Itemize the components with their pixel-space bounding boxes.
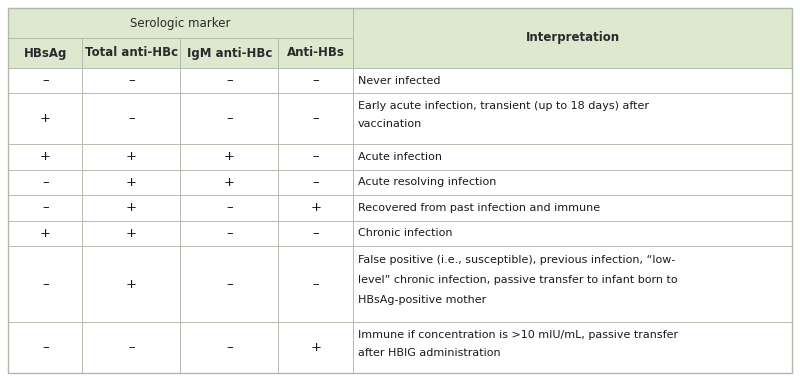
Bar — [181, 144, 278, 170]
Text: +: + — [126, 277, 137, 291]
Text: Early acute infection, transient (up to 18 days) after: Early acute infection, transient (up to … — [358, 101, 649, 111]
Text: +: + — [310, 201, 322, 214]
Bar — [82, 221, 181, 246]
Bar — [278, 38, 353, 68]
Bar — [278, 246, 353, 322]
Bar — [278, 195, 353, 221]
Text: –: – — [226, 227, 233, 240]
Bar — [353, 221, 792, 246]
Bar — [82, 246, 181, 322]
Bar — [82, 322, 181, 373]
Bar — [8, 68, 82, 93]
Bar — [181, 38, 278, 68]
Text: –: – — [128, 341, 134, 354]
Bar — [8, 38, 82, 68]
Text: –: – — [42, 277, 49, 291]
Bar — [353, 170, 792, 195]
Text: –: – — [42, 74, 49, 87]
Bar — [82, 38, 181, 68]
Text: –: – — [128, 112, 134, 125]
Bar — [8, 93, 82, 144]
Text: Immune if concentration is >10 mIU/mL, passive transfer: Immune if concentration is >10 mIU/mL, p… — [358, 330, 678, 340]
Bar — [353, 144, 792, 170]
Text: +: + — [224, 176, 235, 189]
Bar — [8, 8, 353, 38]
Text: IgM anti-HBc: IgM anti-HBc — [186, 46, 272, 59]
Bar — [8, 195, 82, 221]
Text: –: – — [226, 341, 233, 354]
Text: –: – — [226, 201, 233, 214]
Text: –: – — [42, 176, 49, 189]
Bar — [278, 68, 353, 93]
Bar — [181, 221, 278, 246]
Text: +: + — [40, 150, 50, 163]
Text: Recovered from past infection and immune: Recovered from past infection and immune — [358, 203, 600, 213]
Text: +: + — [126, 227, 137, 240]
Text: Acute resolving infection: Acute resolving infection — [358, 178, 496, 187]
Text: –: – — [313, 74, 319, 87]
Bar — [278, 221, 353, 246]
Bar — [8, 170, 82, 195]
Bar — [181, 246, 278, 322]
Bar — [353, 8, 792, 68]
Text: –: – — [313, 277, 319, 291]
Text: False positive (i.e., susceptible), previous infection, “low-: False positive (i.e., susceptible), prev… — [358, 255, 675, 265]
Text: Interpretation: Interpretation — [526, 32, 619, 45]
Text: +: + — [126, 201, 137, 214]
Bar — [82, 195, 181, 221]
Bar — [181, 93, 278, 144]
Text: Never infected: Never infected — [358, 76, 441, 86]
Bar — [8, 144, 82, 170]
Text: +: + — [126, 150, 137, 163]
Bar — [353, 195, 792, 221]
Text: Acute infection: Acute infection — [358, 152, 442, 162]
Bar — [278, 144, 353, 170]
Text: –: – — [226, 112, 233, 125]
Text: –: – — [42, 201, 49, 214]
Text: HBsAg-positive mother: HBsAg-positive mother — [358, 295, 486, 305]
Text: –: – — [313, 227, 319, 240]
Text: –: – — [226, 74, 233, 87]
Bar — [278, 322, 353, 373]
Text: Serologic marker: Serologic marker — [130, 16, 230, 29]
Bar — [181, 170, 278, 195]
Bar — [278, 93, 353, 144]
Bar — [82, 93, 181, 144]
Bar — [82, 144, 181, 170]
Text: Total anti-HBc: Total anti-HBc — [85, 46, 178, 59]
Bar — [353, 322, 792, 373]
Bar — [278, 170, 353, 195]
Bar — [353, 93, 792, 144]
Text: +: + — [126, 176, 137, 189]
Bar — [181, 195, 278, 221]
Text: after HBIG administration: after HBIG administration — [358, 348, 501, 358]
Bar — [181, 68, 278, 93]
Text: Chronic infection: Chronic infection — [358, 228, 453, 238]
Bar — [353, 68, 792, 93]
Text: +: + — [310, 341, 322, 354]
Text: +: + — [224, 150, 235, 163]
Text: –: – — [313, 112, 319, 125]
Text: –: – — [313, 150, 319, 163]
Text: –: – — [128, 74, 134, 87]
Bar — [82, 68, 181, 93]
Text: –: – — [226, 277, 233, 291]
Text: +: + — [40, 227, 50, 240]
Text: –: – — [313, 176, 319, 189]
Text: –: – — [42, 341, 49, 354]
Bar — [8, 322, 82, 373]
Text: +: + — [40, 112, 50, 125]
Bar — [8, 246, 82, 322]
Text: Anti-HBs: Anti-HBs — [286, 46, 345, 59]
Bar — [8, 221, 82, 246]
Text: vaccination: vaccination — [358, 119, 422, 129]
Bar — [181, 322, 278, 373]
Bar — [82, 170, 181, 195]
Text: level” chronic infection, passive transfer to infant born to: level” chronic infection, passive transf… — [358, 275, 678, 285]
Text: HBsAg: HBsAg — [23, 46, 67, 59]
Bar — [353, 246, 792, 322]
